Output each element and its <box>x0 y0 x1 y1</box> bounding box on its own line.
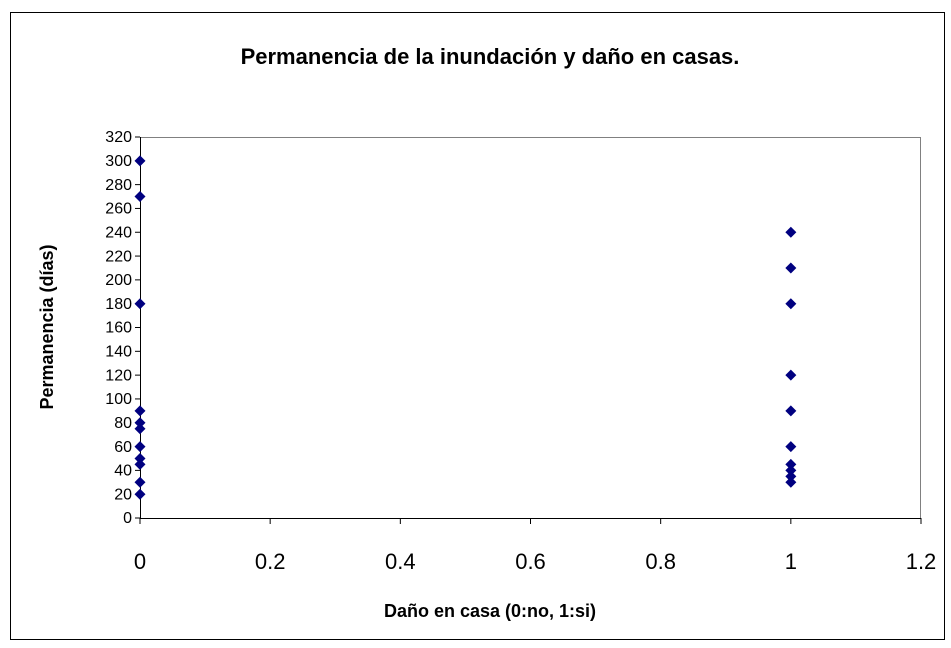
y-tick-label: 100 <box>105 391 132 408</box>
plot-border <box>140 137 921 518</box>
point <box>785 470 797 482</box>
chart-title: Permanencia de la inundación y daño en c… <box>241 44 740 69</box>
point <box>785 298 797 310</box>
y-tick-label: 260 <box>105 201 132 218</box>
point <box>134 488 146 500</box>
y-tick-label: 60 <box>114 439 132 456</box>
chart-border <box>10 12 945 640</box>
y-tick-label: 280 <box>105 177 132 194</box>
y-tick-label: 200 <box>105 272 132 289</box>
x-tick-label: 0.6 <box>515 549 546 574</box>
point <box>134 191 146 203</box>
point <box>134 298 146 310</box>
point <box>785 458 797 470</box>
point <box>134 452 146 464</box>
x-tick-label: 0.4 <box>385 549 416 574</box>
y-axis-label: Permanencia (días) <box>37 244 57 409</box>
x-tick-label: 1.2 <box>906 549 937 574</box>
y-tick-label: 220 <box>105 248 132 265</box>
x-tick-label: 1 <box>785 549 797 574</box>
y-tick-label: 40 <box>114 463 132 480</box>
y-tick-label: 80 <box>114 415 132 432</box>
point <box>785 226 797 238</box>
x-tick-label: 0.8 <box>645 549 676 574</box>
y-tick-label: 20 <box>114 486 132 503</box>
y-tick-label: 0 <box>123 510 132 527</box>
y-tick-label: 140 <box>105 344 132 361</box>
point <box>785 441 797 453</box>
y-tick-label: 320 <box>105 129 132 146</box>
y-tick-label: 240 <box>105 224 132 241</box>
point <box>134 417 146 429</box>
point <box>134 458 146 470</box>
point <box>134 155 146 167</box>
point <box>785 369 797 381</box>
y-tick-label: 120 <box>105 367 132 384</box>
point <box>785 262 797 274</box>
point <box>785 476 797 488</box>
point <box>134 476 146 488</box>
point <box>785 464 797 476</box>
y-tick-label: 160 <box>105 320 132 337</box>
point <box>785 405 797 417</box>
point <box>134 441 146 453</box>
point <box>134 405 146 417</box>
y-tick-label: 180 <box>105 296 132 313</box>
x-axis-label: Daño en casa (0:no, 1:si) <box>384 601 596 621</box>
x-tick-label: 0.2 <box>255 549 286 574</box>
point <box>134 423 146 435</box>
y-tick-label: 300 <box>105 153 132 170</box>
x-tick-label: 0 <box>134 549 146 574</box>
